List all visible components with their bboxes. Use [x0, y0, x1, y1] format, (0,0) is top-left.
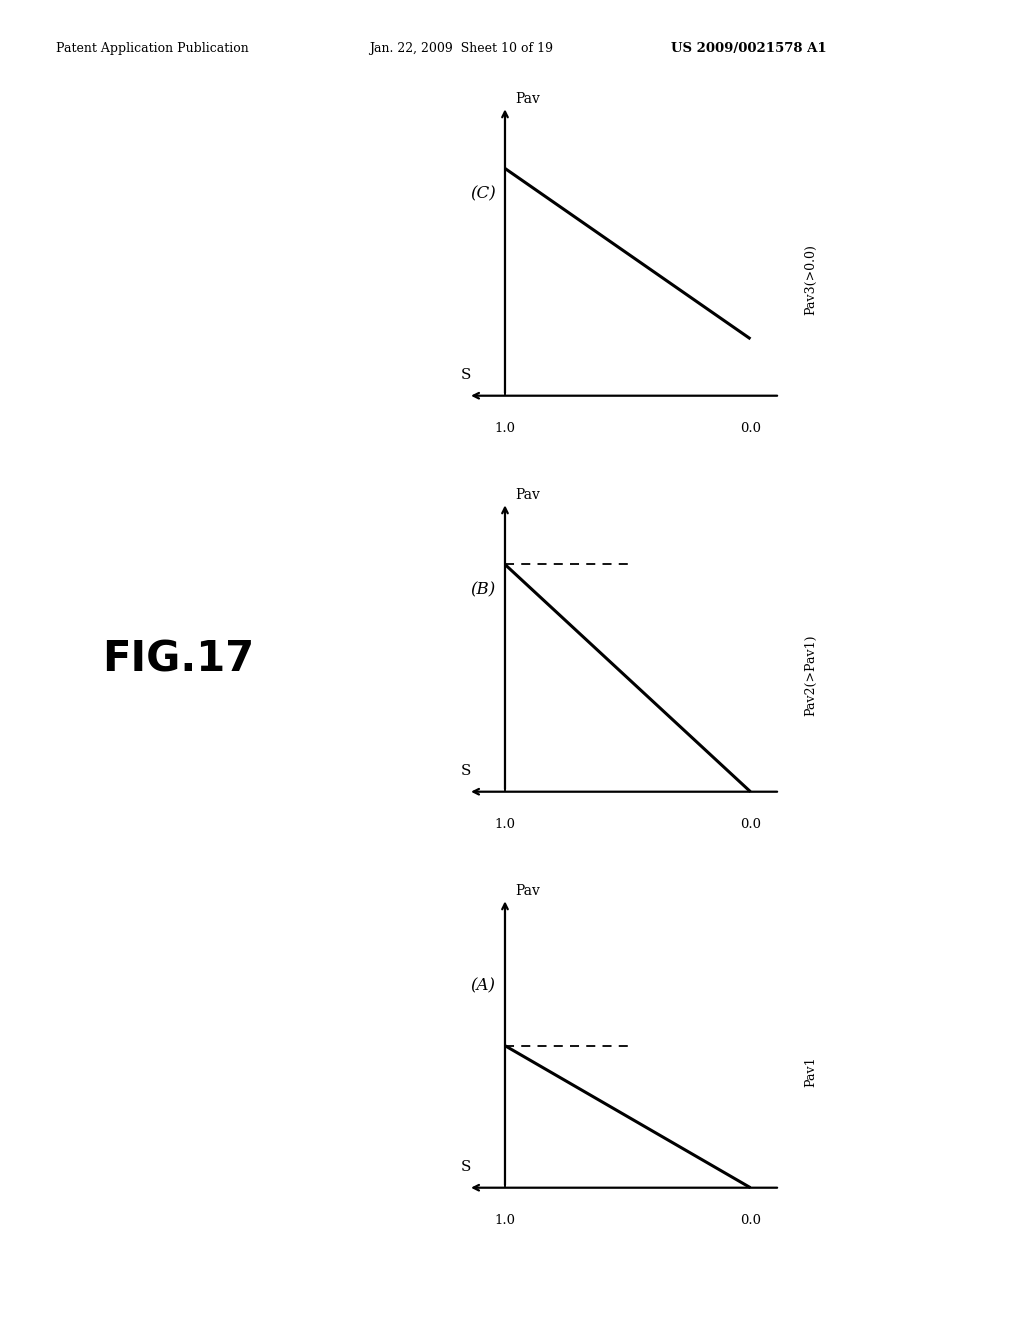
Text: Pav: Pav: [515, 883, 540, 898]
Text: S: S: [461, 367, 471, 381]
Text: 0.0: 0.0: [740, 817, 761, 830]
Text: Pav2(>Pav1): Pav2(>Pav1): [805, 635, 817, 717]
Text: Pav1: Pav1: [805, 1056, 817, 1086]
Text: Pav3(>0.0): Pav3(>0.0): [805, 244, 817, 315]
Text: Pav: Pav: [515, 91, 540, 106]
Text: US 2009/0021578 A1: US 2009/0021578 A1: [671, 42, 826, 55]
Text: 0.0: 0.0: [740, 1213, 761, 1226]
Text: 1.0: 1.0: [495, 817, 515, 830]
Text: 1.0: 1.0: [495, 1213, 515, 1226]
Text: Patent Application Publication: Patent Application Publication: [56, 42, 249, 55]
Text: 0.0: 0.0: [740, 421, 761, 434]
Text: (A): (A): [471, 978, 496, 995]
Text: Pav: Pav: [515, 487, 540, 502]
Text: (B): (B): [471, 582, 496, 599]
Text: FIG.17: FIG.17: [102, 639, 255, 681]
Text: Jan. 22, 2009  Sheet 10 of 19: Jan. 22, 2009 Sheet 10 of 19: [369, 42, 553, 55]
Text: (C): (C): [471, 186, 497, 203]
Text: 1.0: 1.0: [495, 421, 515, 434]
Text: S: S: [461, 1159, 471, 1173]
Text: S: S: [461, 763, 471, 777]
